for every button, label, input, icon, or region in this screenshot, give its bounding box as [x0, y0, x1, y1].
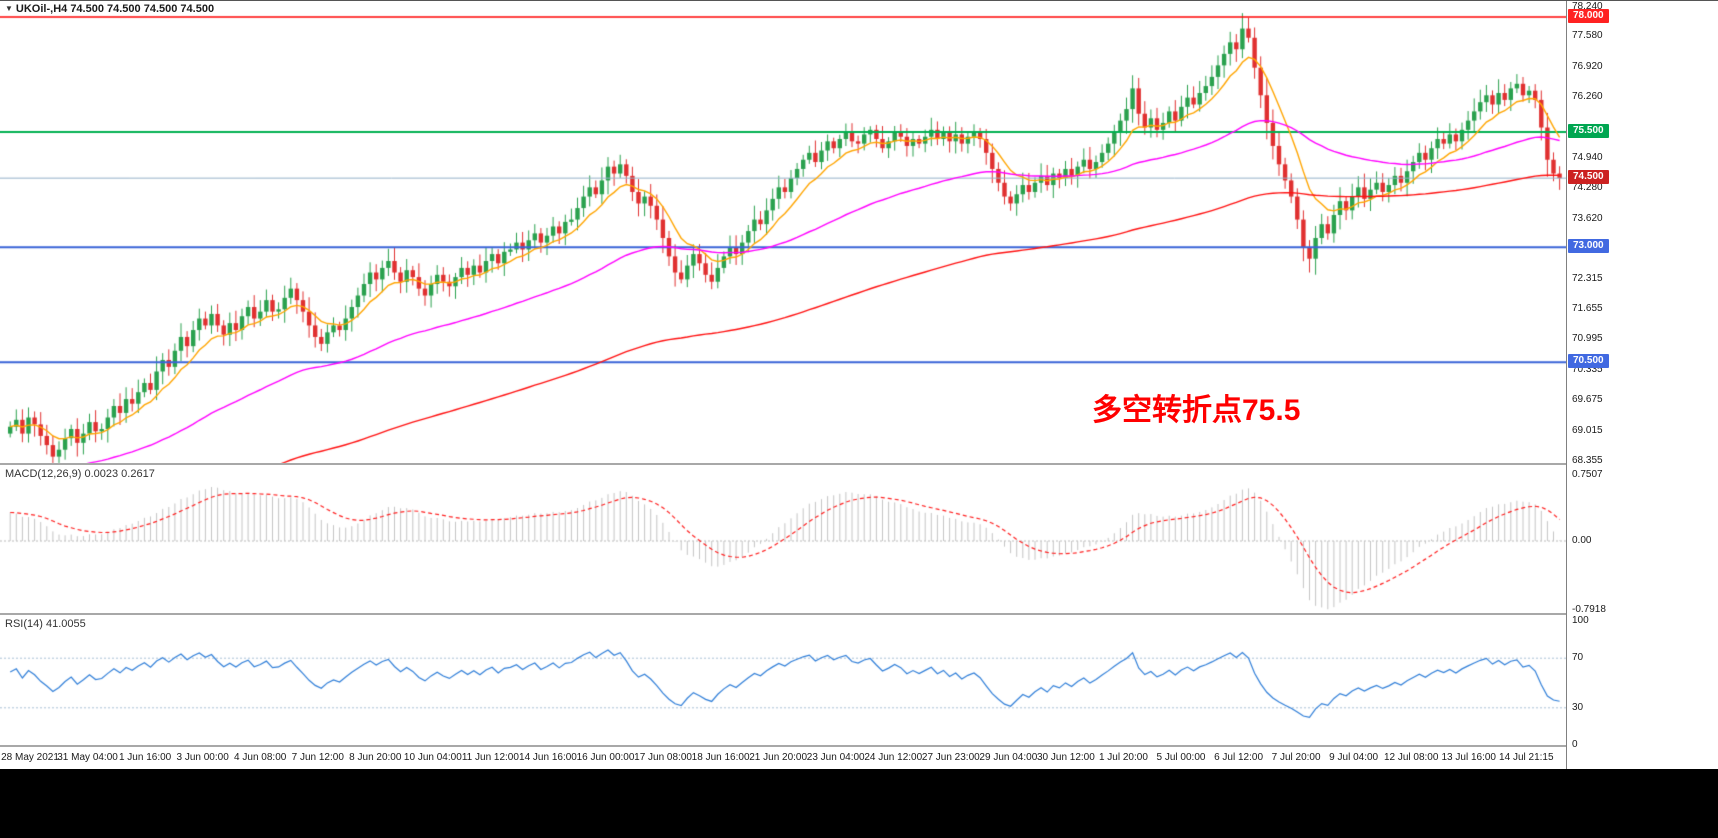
- price-tick-label: 76.920: [1572, 60, 1603, 72]
- price-badge: 70.500: [1568, 354, 1609, 369]
- price-tick-label: 74.940: [1572, 151, 1603, 163]
- rsi-scale-label: 30: [1572, 701, 1584, 713]
- time-axis-label: 17 Jun 08:00: [634, 752, 692, 763]
- time-axis-label: 6 Jul 12:00: [1214, 752, 1264, 763]
- price-badge: 78.000: [1568, 9, 1609, 24]
- price-badge: 74.500: [1568, 170, 1609, 185]
- rsi-scale-label: 70: [1572, 652, 1584, 664]
- time-axis-label: 1 Jun 16:00: [118, 752, 172, 763]
- symbol-dropdown-icon[interactable]: ▼: [5, 4, 13, 13]
- price-tick-label: 76.260: [1572, 91, 1603, 103]
- price-tick-label: 68.355: [1572, 455, 1603, 466]
- time-axis-label: 31 May 04:00: [57, 752, 118, 763]
- time-axis-label: 4 Jun 08:00: [234, 752, 287, 763]
- time-axis-label: 8 Jun 20:00: [349, 752, 402, 763]
- time-axis-label: 23 Jun 04:00: [806, 752, 865, 763]
- rsi-panel-separator[interactable]: [0, 613, 1718, 615]
- price-tick-label: 78.240: [1572, 1, 1603, 12]
- price-tick-label: 74.280: [1572, 182, 1603, 194]
- time-axis-label: 5 Jul 00:00: [1156, 752, 1206, 763]
- time-axis-label: 21 Jun 20:00: [749, 752, 808, 763]
- time-axis-label: 14 Jun 16:00: [519, 752, 577, 763]
- time-axis-label: 3 Jun 00:00: [176, 752, 229, 763]
- time-axis-label: 9 Jul 04:00: [1329, 752, 1379, 763]
- time-axis-label: 28 May 2021: [1, 752, 59, 763]
- time-axis-label: 16 Jun 00:00: [576, 752, 635, 763]
- time-axis-label: 18 Jun 16:00: [691, 752, 750, 763]
- price-tick-label: 72.315: [1572, 272, 1603, 284]
- axis-separator: [0, 745, 1718, 747]
- time-axis-label: 11 Jun 12:00: [461, 752, 519, 763]
- macd-indicator-header: MACD(12,26,9) 0.0023 0.2617: [5, 468, 155, 480]
- price-badge: 73.000: [1568, 239, 1609, 254]
- price-tick-label: 73.620: [1572, 212, 1603, 224]
- price-tick-label: 69.015: [1572, 424, 1603, 436]
- time-axis-label: 24 Jun 12:00: [864, 752, 923, 763]
- time-axis[interactable]: 28 May 2021 31 May 04:00 1 Jun 16:00 3 Jun …: [0, 747, 1566, 769]
- bottom-black-bar: [0, 769, 1718, 838]
- price-tick-label: 70.995: [1572, 333, 1603, 345]
- time-axis-label: 29 Jun 04:00: [979, 752, 1038, 763]
- macd-scale-label: -0.7918: [1572, 604, 1606, 615]
- time-axis-label: 30 Jun 12:00: [1036, 752, 1095, 763]
- time-axis-label: 14 Jul 21:15: [1499, 752, 1554, 763]
- time-axis-label: 13 Jul 16:00: [1441, 752, 1497, 763]
- price-tick-label: 69.675: [1572, 394, 1603, 406]
- rsi-indicator-header: RSI(14) 41.0055: [5, 618, 86, 630]
- time-axis-label: 12 Jul 08:00: [1383, 752, 1439, 763]
- price-scale[interactable]: 78.240 77.580 76.920 76.260 74.940 74.280 73.6…: [1566, 1, 1718, 769]
- rsi-scale-label: 0: [1572, 739, 1578, 750]
- time-axis-label: 1 Jul 20:00: [1098, 752, 1148, 763]
- time-axis-label: 27 Jun 23:00: [921, 752, 980, 763]
- macd-panel-separator[interactable]: [0, 463, 1718, 465]
- time-axis-label: 7 Jun 12:00: [291, 752, 344, 763]
- time-axis-label: 10 Jun 04:00: [403, 752, 462, 763]
- price-tick-label: 71.655: [1572, 303, 1603, 315]
- macd-scale-label: 0.00: [1572, 535, 1592, 546]
- symbol-header: ▼ UKOil-,H4 74.500 74.500 74.500 74.500: [5, 3, 214, 15]
- symbol-ohlc-text: UKOil-,H4 74.500 74.500 74.500 74.500: [15, 3, 215, 15]
- price-tick-label: 77.580: [1572, 30, 1603, 42]
- time-axis-label: 7 Jul 20:00: [1271, 752, 1321, 763]
- macd-scale-label: 0.7507: [1572, 468, 1603, 480]
- chart-annotation: 多空转折点75.5: [1092, 394, 1301, 427]
- rsi-scale-label: 100: [1572, 615, 1589, 626]
- price-tick-label: 70.335: [1572, 363, 1603, 375]
- price-badge: 75.500: [1568, 124, 1609, 139]
